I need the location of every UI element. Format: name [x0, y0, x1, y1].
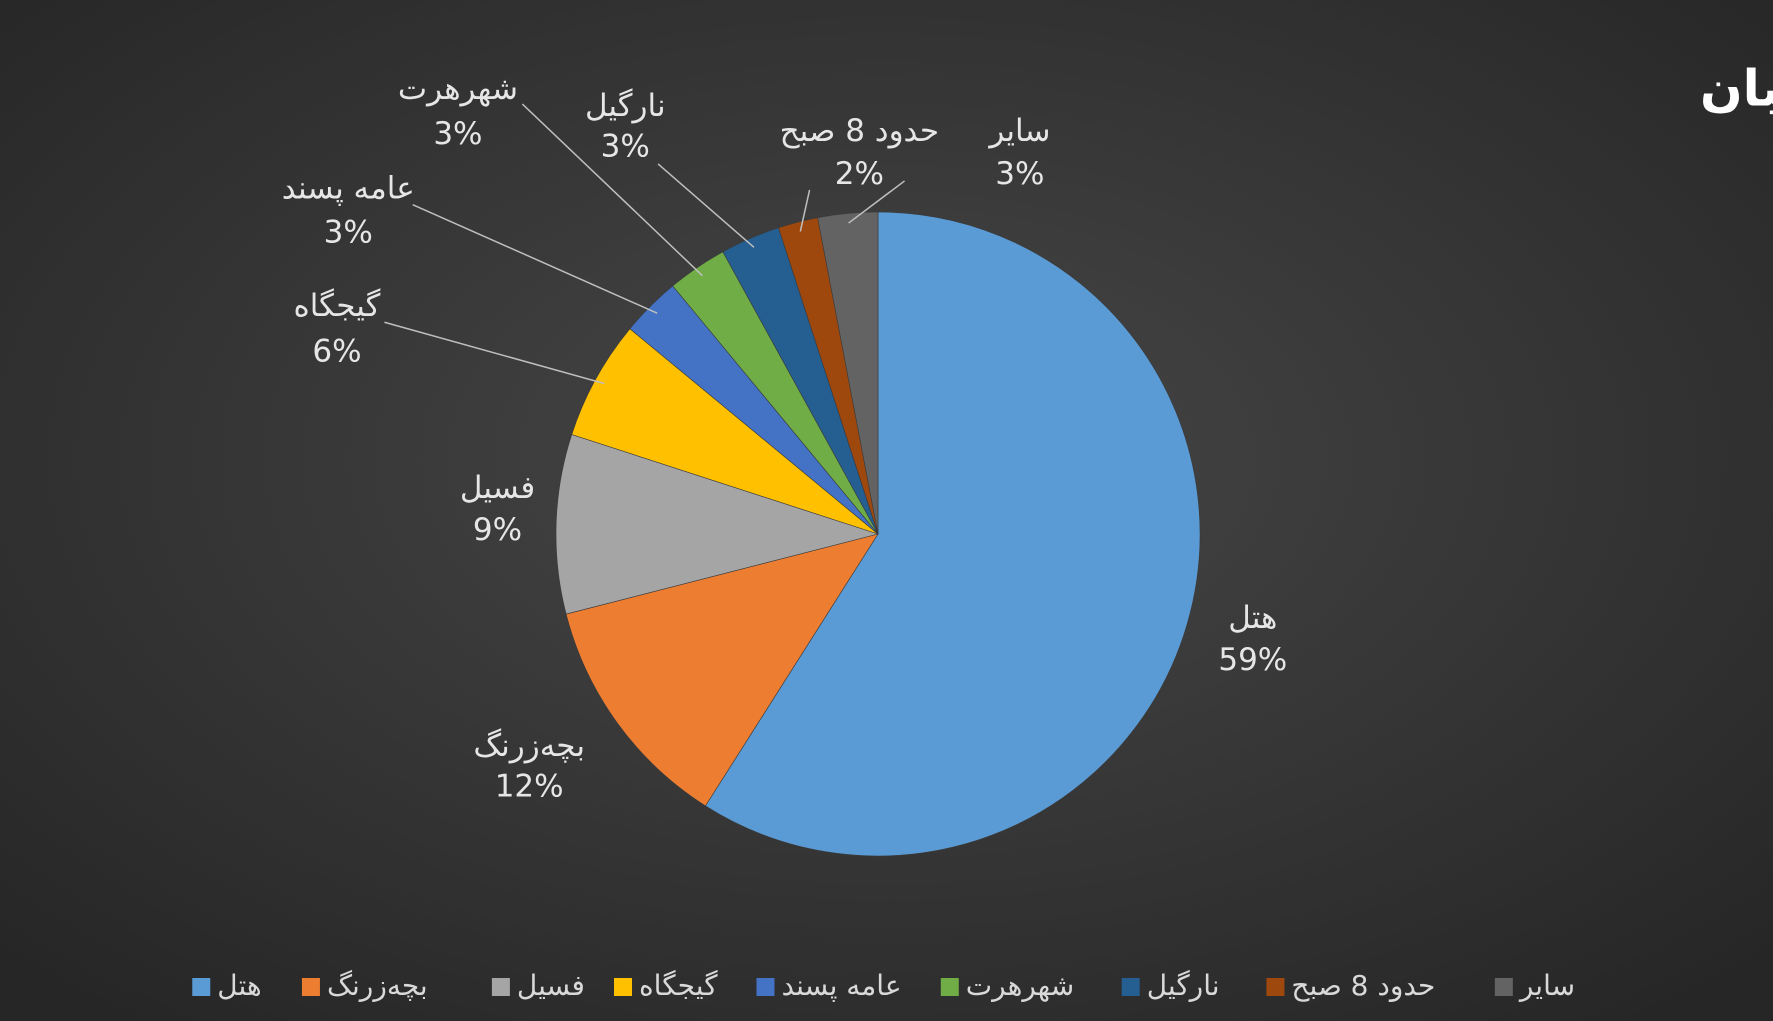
pie-slice [571, 328, 879, 535]
pie-slice [705, 211, 1201, 857]
slice-value: 3% [995, 156, 1044, 192]
legend-label: حدود 8 صبح [1291, 969, 1435, 1002]
slice-name: هتل [1228, 600, 1277, 636]
leader-line [657, 163, 755, 248]
slice-value: 59% [1218, 642, 1287, 678]
slice-name: عامه پسند [282, 170, 415, 206]
legend-label: عامه پسند [781, 969, 901, 1002]
pie-slice [555, 434, 880, 615]
slice-value: 3% [433, 116, 482, 152]
chart-title: سهم از کل مخاطبان [1700, 60, 1773, 119]
leader-line [384, 321, 605, 385]
leader-line [848, 180, 906, 224]
legend-swatch [192, 978, 211, 996]
legend-swatch [491, 978, 510, 996]
slice-name: فسیل [460, 470, 535, 506]
legend-swatch [1494, 978, 1513, 996]
slice-name: حدود 8 صبح [780, 113, 939, 149]
leader-line [521, 103, 703, 277]
legend-label: شهرهرت [966, 969, 1074, 1002]
legend-swatch [1121, 978, 1140, 996]
legend-label: فسیل [517, 969, 585, 1002]
legend-swatch [614, 978, 633, 996]
slice-value: 3% [324, 215, 373, 251]
legend-swatch [301, 978, 320, 996]
slice-name: گیجگاه [293, 288, 380, 324]
pie-slice [817, 211, 879, 535]
legend-label: گیجگاه [639, 969, 718, 1002]
slice-value: 6% [312, 333, 361, 369]
slice-value: 2% [835, 156, 884, 192]
slice-name: نارگیل [585, 88, 666, 124]
legend-label: سایر [1518, 969, 1575, 1002]
slice-value: 9% [473, 512, 522, 548]
slice-value: 12% [495, 769, 564, 805]
slice-name: بچه‌زرنگ [473, 728, 585, 764]
legend-label: هتل [217, 969, 261, 1002]
slice-name: شهرهرت [398, 71, 518, 107]
legend-label: نارگیل [1147, 969, 1220, 1002]
pie-slice [565, 533, 879, 807]
leader-line [799, 189, 811, 232]
leader-line [412, 203, 658, 314]
legend-swatch [1266, 978, 1285, 996]
slice-value: 3% [601, 129, 650, 165]
legend-swatch [940, 978, 959, 996]
legend-swatch [756, 978, 775, 996]
legend-label: بچه‌زرنگ [327, 969, 428, 1002]
slice-name: سایر [987, 113, 1050, 149]
